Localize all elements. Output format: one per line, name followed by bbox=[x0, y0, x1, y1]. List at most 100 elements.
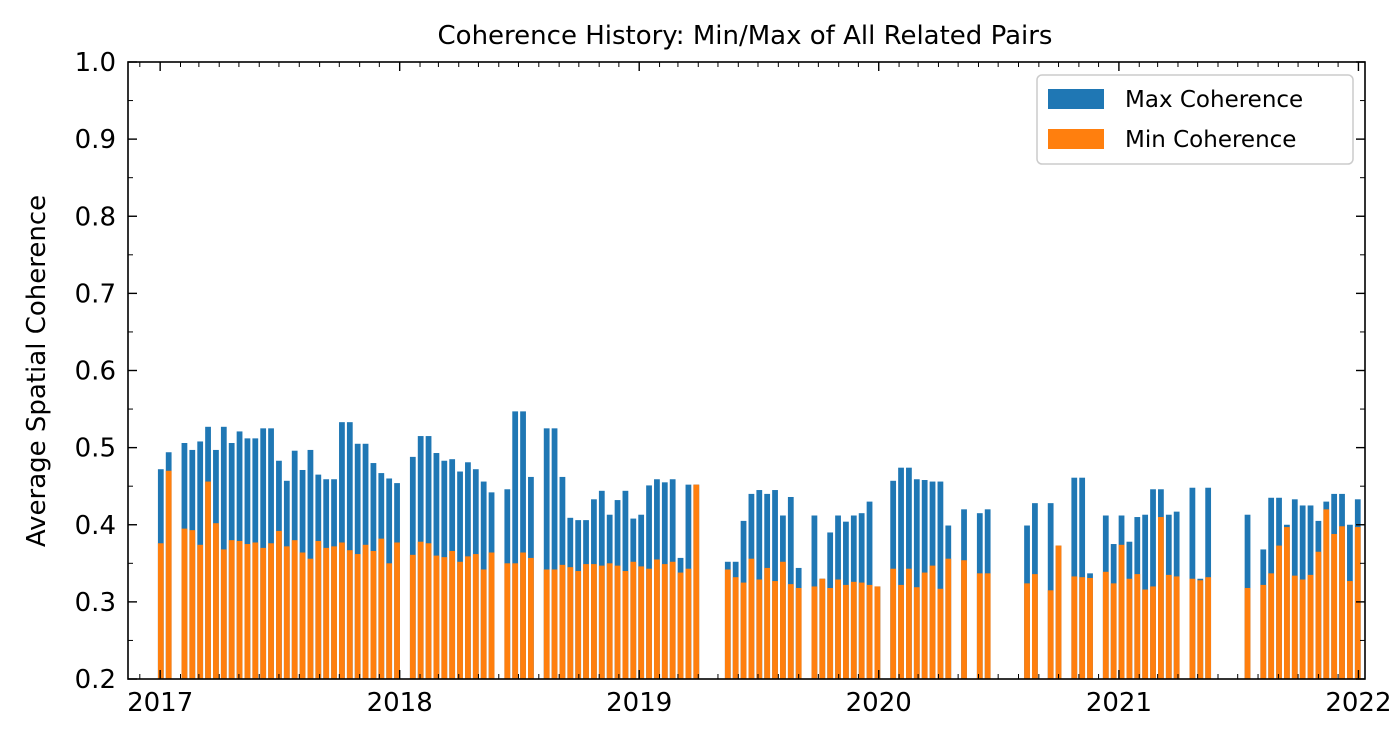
min-coherence-bar bbox=[488, 552, 495, 679]
min-coherence-bar bbox=[1291, 575, 1298, 679]
min-coherence-bar bbox=[1134, 574, 1141, 679]
y-tick-label: 0.8 bbox=[75, 202, 116, 232]
min-coherence-bar bbox=[252, 542, 259, 679]
min-coherence-bar bbox=[591, 564, 597, 679]
legend-swatch-max bbox=[1048, 89, 1104, 109]
min-coherence-bar bbox=[1339, 526, 1345, 679]
min-coherence-bar bbox=[165, 470, 172, 679]
min-coherence-bar bbox=[858, 582, 865, 679]
min-coherence-bar bbox=[449, 550, 456, 679]
min-coherence-bar bbox=[1260, 584, 1267, 679]
min-coherence-bar bbox=[1024, 583, 1030, 679]
min-coherence-bar bbox=[260, 547, 267, 679]
min-coherence-bar bbox=[1205, 577, 1212, 679]
min-coherence-bar bbox=[945, 558, 952, 679]
min-coherence-bar bbox=[512, 563, 519, 679]
min-coherence-bar bbox=[441, 557, 448, 679]
y-tick-label: 0.4 bbox=[75, 511, 116, 541]
min-coherence-bar bbox=[787, 584, 794, 679]
max-coherence-bar bbox=[512, 411, 519, 679]
min-coherence-bar bbox=[157, 543, 164, 679]
min-coherence-bar bbox=[1126, 578, 1133, 679]
min-coherence-bar bbox=[370, 550, 377, 679]
min-coherence-bar bbox=[315, 540, 322, 679]
min-coherence-bar bbox=[220, 549, 227, 679]
min-coherence-bar bbox=[811, 586, 818, 679]
min-coherence-bar bbox=[1087, 577, 1093, 679]
y-tick-label: 0.7 bbox=[75, 279, 116, 309]
legend-label-min: Min Coherence bbox=[1125, 127, 1296, 153]
min-coherence-bar bbox=[276, 530, 282, 679]
min-coherence-bar bbox=[417, 541, 424, 679]
min-coherence-bar bbox=[583, 564, 589, 679]
min-coherence-bar bbox=[543, 569, 550, 679]
min-coherence-bar bbox=[1047, 590, 1054, 679]
min-coherence-bar bbox=[1173, 576, 1180, 679]
legend-swatch-min bbox=[1048, 129, 1104, 149]
y-axis-label: Average Spatial Coherence bbox=[22, 195, 52, 547]
min-coherence-bar bbox=[866, 584, 873, 679]
legend-box bbox=[1036, 74, 1354, 165]
min-coherence-bar bbox=[480, 569, 487, 679]
max-coherence-bar bbox=[913, 479, 920, 679]
min-coherence-bar bbox=[843, 584, 849, 679]
x-tick-label: 2018 bbox=[367, 688, 433, 718]
min-coherence-bar bbox=[654, 559, 660, 679]
min-coherence-bar bbox=[268, 543, 274, 679]
min-coherence-bar bbox=[1331, 534, 1338, 679]
min-coherence-bar bbox=[677, 572, 684, 679]
min-coherence-bar bbox=[827, 587, 834, 679]
min-coherence-bar bbox=[386, 563, 393, 679]
min-coherence-bar bbox=[1268, 573, 1275, 679]
min-coherence-bar bbox=[1158, 517, 1164, 679]
bars-layer bbox=[157, 411, 1361, 679]
min-coherence-bar bbox=[898, 584, 904, 679]
min-coherence-bar bbox=[197, 544, 204, 679]
min-coherence-bar bbox=[693, 484, 700, 679]
min-coherence-bar bbox=[622, 571, 629, 679]
min-coherence-bar bbox=[472, 554, 479, 679]
y-tick-label: 1.0 bbox=[75, 48, 116, 78]
min-coherence-bar bbox=[1110, 583, 1117, 679]
min-coherence-bar bbox=[630, 561, 637, 679]
min-coherence-bar bbox=[1197, 580, 1204, 679]
x-tick-label: 2020 bbox=[846, 688, 912, 718]
max-coherence-bar bbox=[898, 467, 904, 679]
min-coherence-bar bbox=[598, 565, 605, 679]
max-coherence-bar bbox=[1150, 489, 1156, 679]
min-coherence-bar bbox=[504, 563, 511, 679]
min-coherence-bar bbox=[244, 544, 251, 679]
min-coherence-bar bbox=[850, 581, 857, 679]
min-coherence-bar bbox=[795, 587, 802, 679]
y-tick-label: 0.5 bbox=[75, 434, 116, 464]
min-coherence-bar bbox=[528, 557, 534, 679]
x-tick-label: 2021 bbox=[1086, 688, 1152, 718]
min-coherence-bar bbox=[724, 569, 731, 679]
min-coherence-bar bbox=[236, 540, 243, 679]
min-coherence-bar bbox=[228, 540, 235, 679]
min-coherence-bar bbox=[661, 564, 668, 679]
min-coherence-bar bbox=[354, 554, 361, 679]
min-coherence-bar bbox=[1142, 589, 1149, 679]
min-coherence-bar bbox=[331, 546, 337, 679]
min-coherence-bar bbox=[1307, 574, 1314, 679]
y-tick-label: 0.6 bbox=[75, 357, 116, 387]
min-coherence-bar bbox=[874, 586, 881, 679]
axes-layer: 0.2 0.3 0.4 0.5 0.6 0.7 0.8 0.9 1.0 2017 2018 2019 2… bbox=[75, 48, 1392, 718]
legend-label-max: Max Coherence bbox=[1125, 87, 1303, 113]
min-coherence-bar bbox=[1079, 577, 1086, 679]
min-coherence-bar bbox=[299, 552, 306, 679]
min-coherence-bar bbox=[362, 544, 369, 679]
min-coherence-bar bbox=[1354, 527, 1361, 679]
min-coherence-bar bbox=[1315, 551, 1322, 679]
min-coherence-bar bbox=[646, 568, 652, 679]
x-tick-label: 2022 bbox=[1325, 688, 1391, 718]
min-coherence-bar bbox=[1032, 574, 1038, 679]
min-coherence-bar bbox=[1150, 586, 1156, 679]
min-coherence-bar bbox=[1102, 571, 1109, 679]
min-coherence-bar bbox=[732, 577, 739, 679]
min-coherence-bar bbox=[764, 567, 771, 679]
min-coherence-bar bbox=[409, 554, 416, 679]
min-coherence-bar bbox=[1276, 545, 1282, 679]
min-coherence-bar bbox=[189, 530, 196, 679]
